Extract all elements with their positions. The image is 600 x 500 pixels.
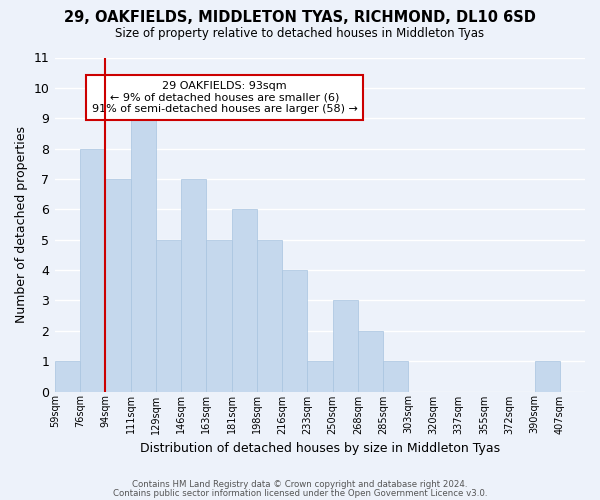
Text: Contains HM Land Registry data © Crown copyright and database right 2024.: Contains HM Land Registry data © Crown c… [132,480,468,489]
Bar [206,240,232,392]
Bar [535,361,560,392]
Bar [80,148,106,392]
Bar [332,300,358,392]
Bar [106,179,131,392]
Bar [181,179,206,392]
Text: 29, OAKFIELDS, MIDDLETON TYAS, RICHMOND, DL10 6SD: 29, OAKFIELDS, MIDDLETON TYAS, RICHMOND,… [64,10,536,25]
Bar [131,118,156,392]
Text: 29 OAKFIELDS: 93sqm
← 9% of detached houses are smaller (6)
91% of semi-detached: 29 OAKFIELDS: 93sqm ← 9% of detached hou… [92,81,358,114]
Bar [358,331,383,392]
Text: Size of property relative to detached houses in Middleton Tyas: Size of property relative to detached ho… [115,28,485,40]
Bar [257,240,282,392]
Bar [383,361,409,392]
Bar [307,361,332,392]
Bar [156,240,181,392]
Bar [55,361,80,392]
Text: Contains public sector information licensed under the Open Government Licence v3: Contains public sector information licen… [113,488,487,498]
Y-axis label: Number of detached properties: Number of detached properties [15,126,28,323]
X-axis label: Distribution of detached houses by size in Middleton Tyas: Distribution of detached houses by size … [140,442,500,455]
Bar [232,210,257,392]
Bar [282,270,307,392]
